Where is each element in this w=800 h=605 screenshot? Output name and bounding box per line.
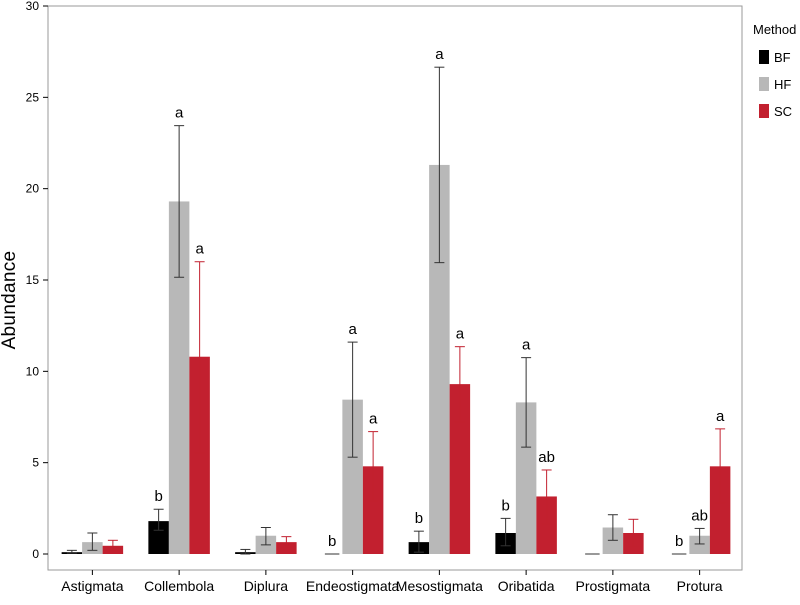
y-tick-label: 5 <box>32 456 39 470</box>
significance-label: a <box>435 46 444 63</box>
y-tick-label: 30 <box>26 0 40 13</box>
legend-swatch-hf <box>759 77 769 91</box>
legend-label-sc: SC <box>774 104 792 119</box>
bar-sc-protura <box>709 466 731 554</box>
y-axis-label: Abundance <box>0 251 20 350</box>
legend-title: Method <box>753 22 796 37</box>
legend-swatch-bf <box>759 50 769 64</box>
x-tick-label: Collembola <box>144 578 214 594</box>
x-tick-label: Endeostigmata <box>306 578 400 594</box>
significance-label: a <box>522 337 531 354</box>
bar-hf-protura <box>689 535 710 554</box>
x-tick-label: Mesostigmata <box>396 578 483 594</box>
bar-hf-endeostigmata <box>342 399 363 554</box>
legend-label-hf: HF <box>774 77 791 92</box>
legend: Method BF HF SC <box>753 22 796 119</box>
y-tick-label: 0 <box>32 547 39 561</box>
significance-label: a <box>716 408 725 425</box>
bar-bf-collembola <box>148 521 169 554</box>
bar-hf-collembola <box>168 201 190 554</box>
x-tick-label: Prostigmata <box>576 578 651 594</box>
significance-label: b <box>415 510 423 527</box>
significance-label: a <box>195 241 204 258</box>
plot-area <box>47 5 743 571</box>
significance-label: a <box>369 411 378 428</box>
y-tick-label: 25 <box>26 90 40 104</box>
significance-label: ab <box>538 449 555 466</box>
x-tick-label: Astigmata <box>61 578 123 594</box>
significance-label: b <box>675 533 683 550</box>
legend-swatch-sc <box>759 104 769 118</box>
x-tick-label: Protura <box>677 578 723 594</box>
y-tick-label: 15 <box>26 273 40 287</box>
bar-hf-oribatida <box>515 402 537 554</box>
bar-sc-mesostigmata <box>449 384 471 554</box>
legend-items: BF HF SC <box>759 50 792 119</box>
plot-frame <box>47 5 743 571</box>
significance-label: a <box>175 105 184 122</box>
bar-sc-oribatida <box>536 496 557 554</box>
error-bars-layer <box>66 66 726 555</box>
axes-layer: 0 5 10 15 20 25 30 Astigmata Collembola Diplura En… <box>26 0 723 594</box>
bar-hf-mesostigmata <box>429 164 450 555</box>
significance-label: a <box>456 326 465 343</box>
x-tick-label: Oribatida <box>498 578 555 594</box>
significance-label: a <box>348 321 357 338</box>
bar-sc-endeostigmata <box>362 466 384 554</box>
y-tick-label: 10 <box>26 364 40 378</box>
bars-layer <box>61 164 731 555</box>
x-tick-label: Diplura <box>244 578 289 594</box>
y-tick-label: 20 <box>26 182 40 196</box>
significance-label: b <box>154 488 162 505</box>
significance-label: ab <box>691 507 708 524</box>
bar-sc-collembola <box>189 356 210 554</box>
significance-label: b <box>328 533 336 550</box>
significance-label: b <box>501 497 509 514</box>
legend-label-bf: BF <box>774 50 791 65</box>
